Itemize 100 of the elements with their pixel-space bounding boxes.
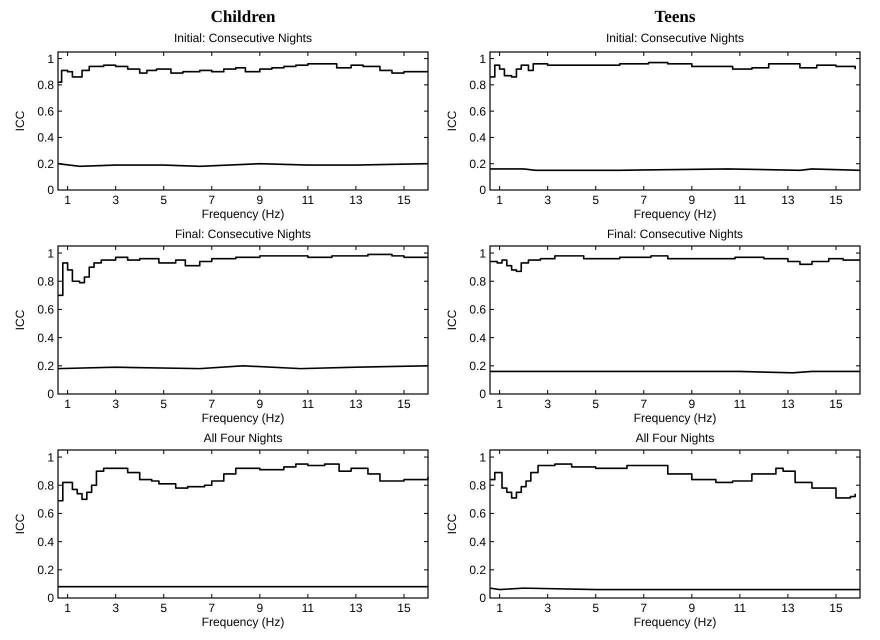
x-tick-label: 7 <box>640 193 648 207</box>
x-tick-label: 15 <box>829 193 843 207</box>
x-tick-label: 7 <box>208 397 216 411</box>
y-tick-label: 0.4 <box>37 534 54 549</box>
y-tick-label: 0.6 <box>469 506 486 521</box>
y-tick-label: 0 <box>479 387 486 402</box>
y-tick-label: 0.4 <box>469 534 486 549</box>
y-axis-title: ICC <box>13 309 27 330</box>
x-tick-label: 7 <box>640 397 648 411</box>
x-tick-label: 3 <box>112 397 120 411</box>
y-tick-label: 0.2 <box>37 359 54 374</box>
x-tick-label: 13 <box>781 193 795 207</box>
x-tick-label: 9 <box>688 601 696 615</box>
y-tick-label: 1 <box>47 450 54 464</box>
y-tick-label: 0 <box>47 183 54 198</box>
x-tick-label: 9 <box>688 193 696 207</box>
x-tick-label: 5 <box>160 193 168 207</box>
y-axis-title: ICC <box>13 110 27 132</box>
x-tick-label: 5 <box>160 397 168 411</box>
x-tick-label: 9 <box>256 397 264 411</box>
x-tick-label: 13 <box>349 397 363 411</box>
y-tick-label: 1 <box>479 52 486 66</box>
x-tick-label: 11 <box>302 601 314 615</box>
x-tick-label: 3 <box>112 601 120 615</box>
y-tick-label: 0 <box>479 183 486 198</box>
x-tick-label: 7 <box>208 601 216 615</box>
x-tick-label: 1 <box>496 193 504 207</box>
x-tick-label: 1 <box>496 397 504 411</box>
y-tick-label: 0.6 <box>37 506 54 521</box>
y-tick-label: 0 <box>47 387 54 402</box>
x-tick-label: 1 <box>64 397 72 411</box>
y-tick-label: 0.4 <box>37 330 54 345</box>
chart-title: Final: Consecutive Nights <box>606 227 744 241</box>
y-tick-label: 1 <box>47 52 54 66</box>
chart-title: Final: Consecutive Nights <box>174 227 312 241</box>
x-tick-label: 15 <box>829 397 843 411</box>
y-tick-label: 0.2 <box>469 156 486 171</box>
y-tick-label: 0.2 <box>37 156 54 171</box>
x-tick-label: 11 <box>734 193 746 207</box>
y-tick-label: 0.4 <box>469 330 486 345</box>
x-tick-label: 3 <box>544 397 552 411</box>
x-axis-title: Frequency (Hz) <box>634 207 716 221</box>
x-tick-label: 3 <box>544 601 552 615</box>
y-tick-label: 0.8 <box>469 478 486 492</box>
y-tick-label: 0.6 <box>37 302 54 317</box>
chart-subtitle: Initial: Consecutive Nights <box>174 31 312 45</box>
x-tick-label: 11 <box>302 193 314 207</box>
y-tick-label: 0.6 <box>469 302 486 317</box>
x-tick-label: 5 <box>160 601 168 615</box>
x-tick-label: 15 <box>829 601 843 615</box>
x-tick-label: 11 <box>734 397 746 411</box>
x-axis-title: Frequency (Hz) <box>202 207 284 221</box>
y-tick-label: 0.8 <box>37 274 54 288</box>
x-tick-label: 3 <box>544 193 552 207</box>
y-tick-label: 0.8 <box>37 78 54 92</box>
x-tick-label: 11 <box>734 601 746 615</box>
y-tick-label: 0.2 <box>37 563 54 578</box>
x-tick-label: 13 <box>781 397 795 411</box>
y-tick-label: 1 <box>479 450 486 464</box>
x-tick-label: 1 <box>64 601 72 615</box>
y-tick-label: 0 <box>479 591 486 606</box>
y-tick-label: 0.8 <box>37 478 54 492</box>
x-axis-title: Frequency (Hz) <box>634 411 716 425</box>
y-tick-label: 1 <box>479 246 486 260</box>
x-tick-label: 3 <box>112 193 120 207</box>
y-tick-label: 0.4 <box>469 130 486 145</box>
y-tick-label: 0.2 <box>469 359 486 374</box>
x-tick-label: 13 <box>349 601 363 615</box>
x-axis-title: Frequency (Hz) <box>202 411 284 425</box>
y-tick-label: 0 <box>47 591 54 606</box>
y-tick-label: 0.4 <box>37 130 54 145</box>
chart-subtitle: Initial: Consecutive Nights <box>606 31 744 45</box>
y-axis-title: ICC <box>445 513 459 534</box>
x-tick-label: 9 <box>256 601 264 615</box>
x-tick-label: 5 <box>592 601 600 615</box>
y-tick-label: 0.6 <box>469 104 486 118</box>
chart-title: All Four Nights <box>204 431 282 445</box>
x-tick-label: 11 <box>302 397 314 411</box>
y-axis-title: ICC <box>445 309 459 330</box>
x-tick-label: 1 <box>496 601 504 615</box>
y-axis-title: ICC <box>445 110 459 132</box>
x-tick-label: 15 <box>397 601 411 615</box>
x-tick-label: 13 <box>781 601 795 615</box>
y-tick-label: 0.2 <box>469 563 486 578</box>
chart-title: Children <box>210 7 276 26</box>
chart-title: Teens <box>654 7 696 26</box>
x-tick-label: 13 <box>349 193 363 207</box>
chart-title: All Four Nights <box>636 431 714 445</box>
x-tick-label: 15 <box>397 397 411 411</box>
y-tick-label: 0.8 <box>469 78 486 92</box>
x-axis-title: Frequency (Hz) <box>202 615 284 629</box>
x-tick-label: 5 <box>592 397 600 411</box>
x-tick-label: 7 <box>208 193 216 207</box>
y-axis-title: ICC <box>13 513 27 534</box>
y-tick-label: 0.6 <box>37 104 54 118</box>
x-tick-label: 9 <box>256 193 264 207</box>
x-tick-label: 5 <box>592 193 600 207</box>
y-tick-label: 1 <box>47 246 54 260</box>
y-tick-label: 0.8 <box>469 274 486 288</box>
x-tick-label: 1 <box>64 193 72 207</box>
